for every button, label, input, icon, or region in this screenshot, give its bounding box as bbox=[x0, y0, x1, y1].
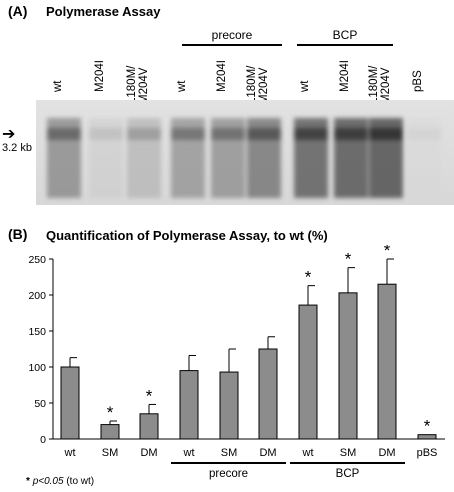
x-tick-label: DM bbox=[140, 447, 157, 459]
gel-band bbox=[294, 128, 328, 140]
gel-band bbox=[407, 128, 441, 140]
bar bbox=[377, 283, 397, 440]
precore-group-label: precore bbox=[211, 28, 253, 42]
x-tick-label: DM bbox=[259, 447, 276, 459]
lane-label: wt bbox=[299, 80, 311, 93]
panel-a-title: Polymerase Assay bbox=[46, 4, 161, 19]
panel-b-title: Quantification of Polymerase Assay, to w… bbox=[46, 228, 328, 243]
x-tick-label: SM bbox=[340, 447, 357, 459]
bar bbox=[417, 434, 437, 440]
bar bbox=[298, 304, 318, 440]
lane-label: L180M/M204V bbox=[126, 65, 150, 104]
y-tick-label: 100 bbox=[28, 362, 46, 374]
x-tick-label: wt bbox=[302, 447, 314, 459]
gel-band bbox=[247, 128, 281, 140]
gel-image bbox=[36, 100, 454, 205]
gel-band bbox=[127, 128, 161, 140]
lane-label: pBS bbox=[412, 70, 424, 92]
precore-group-bar bbox=[182, 44, 282, 46]
lane-label: wt bbox=[176, 80, 188, 93]
marker-arrow-icon: ➔ bbox=[2, 126, 16, 143]
x-tick-label: wt bbox=[64, 447, 76, 459]
gel-band bbox=[89, 128, 123, 140]
bar bbox=[258, 348, 278, 440]
x-tick-label: DM bbox=[378, 447, 395, 459]
group-label: precore bbox=[209, 468, 248, 480]
significance-footnote: * p<0.05 (to wt) bbox=[26, 476, 94, 487]
gel-band bbox=[369, 128, 403, 140]
lane-label: M204I bbox=[339, 60, 351, 92]
marker-size-label: 3.2 kb bbox=[2, 142, 32, 154]
significance-star: * bbox=[107, 403, 114, 422]
footnote-p-value: p<0.05 bbox=[32, 476, 64, 487]
lane-label: M204I bbox=[94, 60, 106, 92]
footnote-reference: (to wt) bbox=[66, 476, 95, 487]
significance-star: * bbox=[305, 268, 312, 287]
significance-star: * bbox=[146, 386, 153, 405]
footnote-star: * bbox=[26, 476, 30, 487]
bcp-group-bar bbox=[297, 44, 393, 46]
bar bbox=[60, 366, 80, 440]
bar bbox=[338, 292, 358, 440]
bar-chart: 0 50 100 150 200 250 wt * SM * DM wt SM DM * wt * SM * DM * p… bbox=[28, 245, 445, 480]
x-tick-label: wt bbox=[183, 447, 195, 459]
x-tick-label: pBS bbox=[417, 447, 438, 459]
lane-label: M204I bbox=[216, 60, 228, 92]
x-tick-label: SM bbox=[221, 447, 238, 459]
group-label: BCP bbox=[336, 468, 360, 480]
x-tick-label: SM bbox=[102, 447, 119, 459]
bar bbox=[179, 370, 199, 440]
lane-label: wt bbox=[52, 80, 64, 93]
bcp-group-label: BCP bbox=[332, 28, 358, 42]
lane-label: L180M/M204V bbox=[368, 65, 392, 104]
lane-label: L180M/M204V bbox=[246, 65, 270, 104]
significance-star: * bbox=[384, 245, 391, 260]
panel-b-label: (B) bbox=[8, 226, 28, 242]
gel-band bbox=[47, 128, 81, 140]
gel-band bbox=[334, 128, 368, 140]
bar bbox=[139, 413, 159, 440]
significance-star: * bbox=[345, 250, 352, 269]
bar bbox=[219, 371, 239, 440]
bar bbox=[100, 424, 120, 440]
y-tick-label: 150 bbox=[28, 326, 46, 338]
significance-star: * bbox=[424, 417, 431, 436]
y-tick-label: 0 bbox=[40, 434, 46, 446]
y-tick-label: 250 bbox=[28, 254, 46, 266]
gel-band bbox=[211, 128, 245, 140]
gel-band bbox=[171, 128, 205, 140]
y-tick-label: 50 bbox=[34, 398, 46, 410]
panel-a-label: (A) bbox=[8, 3, 28, 19]
y-tick-label: 200 bbox=[28, 290, 46, 302]
